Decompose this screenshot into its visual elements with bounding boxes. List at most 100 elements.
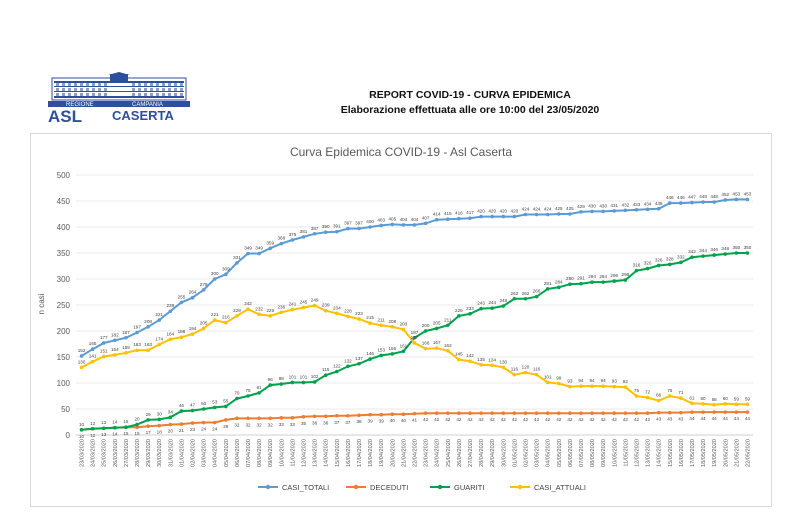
data-label: 184 [167, 331, 175, 336]
data-point [712, 253, 716, 257]
data-point [701, 402, 705, 406]
data-point [312, 380, 317, 384]
data-point [656, 263, 661, 268]
x-tick-label: 24/04/2020 [435, 439, 441, 467]
data-label: 153 [377, 347, 385, 352]
data-point [556, 285, 561, 290]
data-label: 294 [599, 274, 607, 279]
data-label: 229 [233, 308, 241, 313]
x-tick-label: 06/04/2020 [235, 439, 241, 467]
x-tick-label: 17/04/2020 [357, 439, 363, 467]
data-point [246, 251, 250, 256]
logo-city-text: CASERTA [112, 108, 174, 123]
data-label: 15 [134, 431, 140, 436]
data-point [701, 410, 705, 414]
data-point [390, 412, 395, 417]
data-point [590, 384, 594, 388]
legend-label: DECEDUTI [370, 483, 408, 492]
data-point [379, 223, 384, 228]
x-tick-label: 16/04/2020 [346, 439, 352, 467]
data-point [412, 341, 417, 345]
data-label: 407 [422, 215, 430, 220]
data-point [135, 422, 139, 427]
data-label: 387 [311, 226, 319, 231]
data-point [523, 296, 528, 301]
data-point [679, 260, 683, 265]
data-point [423, 221, 428, 226]
data-point [368, 321, 372, 325]
data-point [690, 200, 694, 205]
data-point [656, 398, 661, 403]
data-label: 397 [344, 221, 352, 226]
data-point [268, 314, 273, 318]
data-point [556, 212, 561, 216]
data-label: 75 [634, 388, 640, 393]
data-label: 239 [322, 303, 330, 308]
x-tick-label: 08/05/2020 [590, 439, 596, 467]
x-tick-label: 18/04/2020 [368, 439, 374, 467]
data-label: 205 [200, 320, 208, 325]
data-point [224, 272, 228, 277]
data-label: 33 [290, 422, 296, 427]
data-label: 71 [678, 390, 684, 395]
legend: CASI_TOTALI DECEDUTI GUARITI CASI_ATTUALI [258, 483, 586, 492]
data-label: 397 [355, 221, 363, 226]
data-point [224, 418, 228, 422]
data-point [346, 226, 350, 231]
data-label: 248 [499, 298, 507, 303]
legend-marker [437, 484, 443, 490]
data-label: 245 [300, 300, 308, 305]
data-point [634, 208, 639, 212]
data-point [512, 296, 517, 301]
data-label: 346 [710, 247, 718, 252]
data-point [623, 411, 628, 415]
y-tick-label: 350 [57, 249, 71, 258]
data-label: 216 [222, 315, 230, 320]
data-point [468, 411, 472, 415]
x-tick-label: 20/05/2020 [723, 439, 729, 467]
x-tick-label: 09/04/2020 [268, 439, 274, 467]
data-label: 262 [522, 291, 530, 296]
data-point [101, 426, 106, 431]
data-label: 215 [366, 315, 374, 320]
data-label: 50 [201, 401, 207, 406]
data-point [534, 294, 539, 299]
data-point [179, 422, 184, 426]
y-tick-label: 250 [57, 301, 71, 310]
data-point [346, 314, 350, 319]
data-point [690, 410, 694, 414]
data-label: 42 [556, 417, 562, 422]
legend-marker [517, 484, 523, 490]
data-label: 238 [167, 303, 175, 308]
data-point [667, 394, 672, 398]
data-label: 453 [733, 191, 741, 196]
data-label: 32 [234, 422, 240, 427]
data-label: 14 [112, 420, 118, 425]
data-label: 203 [400, 321, 408, 326]
data-label: 42 [545, 417, 551, 422]
data-label: 24 [212, 427, 218, 432]
data-point [312, 303, 317, 308]
x-tick-label: 12/05/2020 [634, 439, 640, 467]
data-point [457, 357, 461, 362]
data-point [279, 241, 284, 246]
data-label: 420 [511, 209, 519, 214]
x-tick-label: 07/04/2020 [246, 439, 252, 467]
data-point [412, 223, 417, 227]
data-label: 42 [634, 417, 640, 422]
data-label: 284 [555, 279, 563, 284]
data-point [712, 200, 716, 204]
data-label: 33 [279, 422, 285, 427]
data-point [323, 373, 328, 377]
x-tick-labels: 23/03/2020 24/03/2020 25/03/2020 26/03/2020… [80, 439, 752, 467]
data-point [368, 357, 372, 361]
data-label: 42 [501, 417, 507, 422]
data-point [401, 349, 406, 354]
data-label: 177 [100, 335, 108, 340]
data-label: 17 [146, 430, 152, 435]
data-label: 101 [544, 374, 552, 379]
data-point [645, 266, 650, 271]
data-label: 36 [312, 420, 318, 425]
logo-asl-text: ASL [48, 107, 82, 124]
data-point [623, 385, 628, 389]
